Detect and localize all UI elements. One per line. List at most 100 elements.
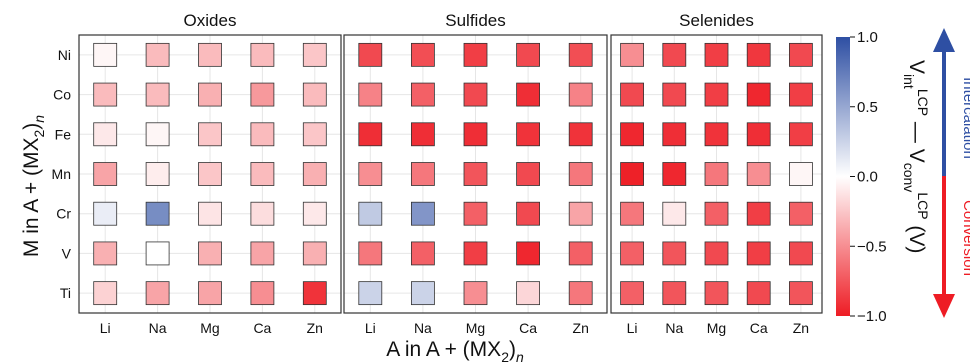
y-tick-label: Fe bbox=[55, 126, 72, 142]
heatmap-cell-oxides-Co-Ca bbox=[250, 82, 275, 107]
heatmap-cell-sulfides-V-Na bbox=[410, 241, 435, 266]
panel-sulfides: Sulfides Li Na Mg Ca Zn bbox=[343, 11, 608, 336]
colorbar-label-int: int bbox=[901, 74, 917, 89]
heatmap-cell-oxides-Mn-Zn bbox=[302, 162, 327, 186]
heatmap-cell-oxides-Cr-Mg bbox=[198, 201, 222, 226]
y-tick-label: V bbox=[62, 245, 72, 261]
heatmap-cell-selenides-Co-Na bbox=[662, 82, 687, 107]
heatmap-cell-selenides-Cr-Mg bbox=[704, 201, 729, 226]
panel-selenides: Selenides Li Na Mg Ca Zn bbox=[610, 11, 823, 336]
heatmap-cell-oxides-Fe-Li bbox=[93, 122, 118, 147]
heatmap-cell-selenides-Ti-Li bbox=[620, 281, 644, 306]
colorbar-tick-label: −1.0 bbox=[857, 308, 887, 325]
heatmap-cell-oxides-Ti-Mg bbox=[198, 281, 222, 306]
x-axis-title-main: A in A + (MX bbox=[386, 338, 501, 361]
heatmap-cell-selenides-Ti-Mg bbox=[704, 281, 729, 306]
heatmap-cell-sulfides-Cr-Ca bbox=[516, 201, 540, 226]
x-tick-label: Na bbox=[665, 320, 683, 336]
heatmap-cell-selenides-Ti-Ca bbox=[746, 281, 771, 306]
x-tick-label: Na bbox=[149, 320, 167, 336]
colorbar-label: VintLCP — VconvLCP (V) bbox=[901, 60, 931, 253]
y-tick-label: Mn bbox=[52, 166, 71, 182]
x-tick-label: Na bbox=[414, 320, 432, 336]
heatmap-cell-selenides-V-Ca bbox=[746, 241, 771, 266]
heatmap-cell-selenides-Co-Ca bbox=[746, 82, 771, 107]
heatmap-cell-selenides-Fe-Na bbox=[662, 122, 687, 147]
heatmap-cell-selenides-Fe-Zn bbox=[789, 122, 813, 147]
heatmap-cell-sulfides-Cr-Li bbox=[358, 201, 383, 226]
heatmap-cell-sulfides-Fe-Ca bbox=[516, 122, 540, 147]
x-axis-title-sub: 2 bbox=[501, 349, 509, 363]
heatmap-cell-sulfides-Co-Mg bbox=[463, 82, 488, 107]
heatmap-cell-selenides-Ni-Ca bbox=[746, 42, 771, 67]
x-tick-label: Li bbox=[365, 320, 376, 336]
heatmap-cell-sulfides-Ni-Mg bbox=[463, 42, 488, 67]
x-tick-label: Mg bbox=[200, 320, 219, 336]
arrow-head-down bbox=[933, 294, 955, 318]
colorbar-tick-label: 0.0 bbox=[857, 169, 878, 186]
heatmap-cell-sulfides-Cr-Na bbox=[410, 201, 435, 226]
heatmap-cell-sulfides-Ni-Ca bbox=[516, 42, 540, 67]
heatmap-cell-sulfides-Mn-Li bbox=[358, 162, 383, 186]
heatmap-cell-oxides-V-Na bbox=[145, 241, 170, 266]
heatmap-cell-sulfides-Co-Ca bbox=[516, 82, 540, 107]
heatmap-cell-sulfides-Cr-Mg bbox=[463, 201, 488, 226]
heatmap-cell-sulfides-V-Mg bbox=[463, 241, 488, 266]
heatmap-cell-oxides-Ni-Li bbox=[93, 42, 118, 67]
heatmap-cell-sulfides-V-Zn bbox=[568, 241, 593, 266]
heatmap-cell-selenides-Ni-Zn bbox=[789, 42, 813, 67]
heatmap-cell-sulfides-Ti-Li bbox=[358, 281, 383, 306]
heatmap-cell-sulfides-Ni-Na bbox=[410, 42, 435, 67]
heatmap-cell-selenides-V-Na bbox=[662, 241, 687, 266]
colorbar: 1.0 0.5 0.0 −0.5 −1.0 bbox=[836, 29, 887, 325]
heatmap-cell-sulfides-Mn-Ca bbox=[516, 162, 540, 186]
heatmap-cell-oxides-Cr-Li bbox=[93, 201, 118, 226]
direction-arrow: Intercalation Conversion bbox=[933, 28, 970, 318]
heatmap-cell-oxides-Mn-Mg bbox=[198, 162, 222, 186]
heatmap-cell-oxides-Co-Zn bbox=[302, 82, 327, 107]
heatmap-cell-oxides-Ti-Na bbox=[145, 281, 170, 306]
heatmap-cell-oxides-Fe-Ca bbox=[250, 122, 275, 147]
heatmap-cell-oxides-Ni-Mg bbox=[198, 42, 222, 67]
y-axis-title-paren: ) bbox=[20, 123, 43, 130]
heatmap-cell-sulfides-V-Ca bbox=[516, 241, 540, 266]
heatmap-cell-selenides-Cr-Na bbox=[662, 201, 687, 226]
heatmap-cell-oxides-Ti-Li bbox=[93, 281, 118, 306]
heatmap-cell-sulfides-Co-Na bbox=[410, 82, 435, 107]
heatmap-cell-selenides-Ti-Zn bbox=[789, 281, 813, 306]
heatmap-cell-sulfides-Mn-Zn bbox=[568, 162, 593, 186]
heatmap-cell-sulfides-Cr-Zn bbox=[568, 201, 593, 226]
x-tick-label: Ca bbox=[253, 320, 271, 336]
heatmap-cell-selenides-Ni-Mg bbox=[704, 42, 729, 67]
panel-title: Oxides bbox=[184, 11, 237, 30]
heatmap-cell-selenides-V-Mg bbox=[704, 241, 729, 266]
heatmap-cell-selenides-Mn-Zn bbox=[789, 162, 813, 186]
colorbar-label-unit: (V) bbox=[905, 220, 928, 254]
x-tick-label: Li bbox=[100, 320, 111, 336]
heatmap-cell-oxides-Fe-Mg bbox=[198, 122, 222, 147]
heatmap-cell-oxides-Ti-Zn bbox=[302, 281, 327, 306]
heatmap-cell-selenides-Ti-Na bbox=[662, 281, 687, 306]
heatmap-cell-oxides-Cr-Na bbox=[145, 201, 170, 226]
heatmap-cell-oxides-Ni-Na bbox=[145, 42, 170, 67]
x-tick-label: Ca bbox=[519, 320, 537, 336]
colorbar-tick-label: −0.5 bbox=[857, 238, 887, 255]
heatmap-cell-oxides-Ni-Zn bbox=[302, 42, 327, 67]
heatmap-cell-selenides-Mn-Mg bbox=[704, 162, 729, 186]
heatmap-cell-selenides-Mn-Ca bbox=[746, 162, 771, 186]
heatmap-cell-selenides-Ni-Na bbox=[662, 42, 687, 67]
heatmap-cell-oxides-Mn-Li bbox=[93, 162, 118, 186]
heatmap-cell-oxides-Cr-Zn bbox=[302, 201, 327, 226]
heatmap-cell-oxides-V-Li bbox=[93, 241, 118, 266]
heatmap-cell-selenides-Ni-Li bbox=[620, 42, 644, 67]
heatmap-cell-selenides-Fe-Li bbox=[620, 122, 644, 147]
heatmap-cell-oxides-Fe-Zn bbox=[302, 122, 327, 147]
heatmap-cell-oxides-V-Ca bbox=[250, 241, 275, 266]
heatmap-cell-oxides-Co-Mg bbox=[198, 82, 222, 107]
heatmap-cell-sulfides-Fe-Na bbox=[410, 122, 435, 147]
y-axis-title-main: M in A + (MX bbox=[20, 137, 43, 257]
heatmap-cell-sulfides-V-Li bbox=[358, 241, 383, 266]
heatmap-cell-selenides-Co-Li bbox=[620, 82, 644, 107]
heatmap-cell-selenides-Mn-Na bbox=[662, 162, 687, 186]
